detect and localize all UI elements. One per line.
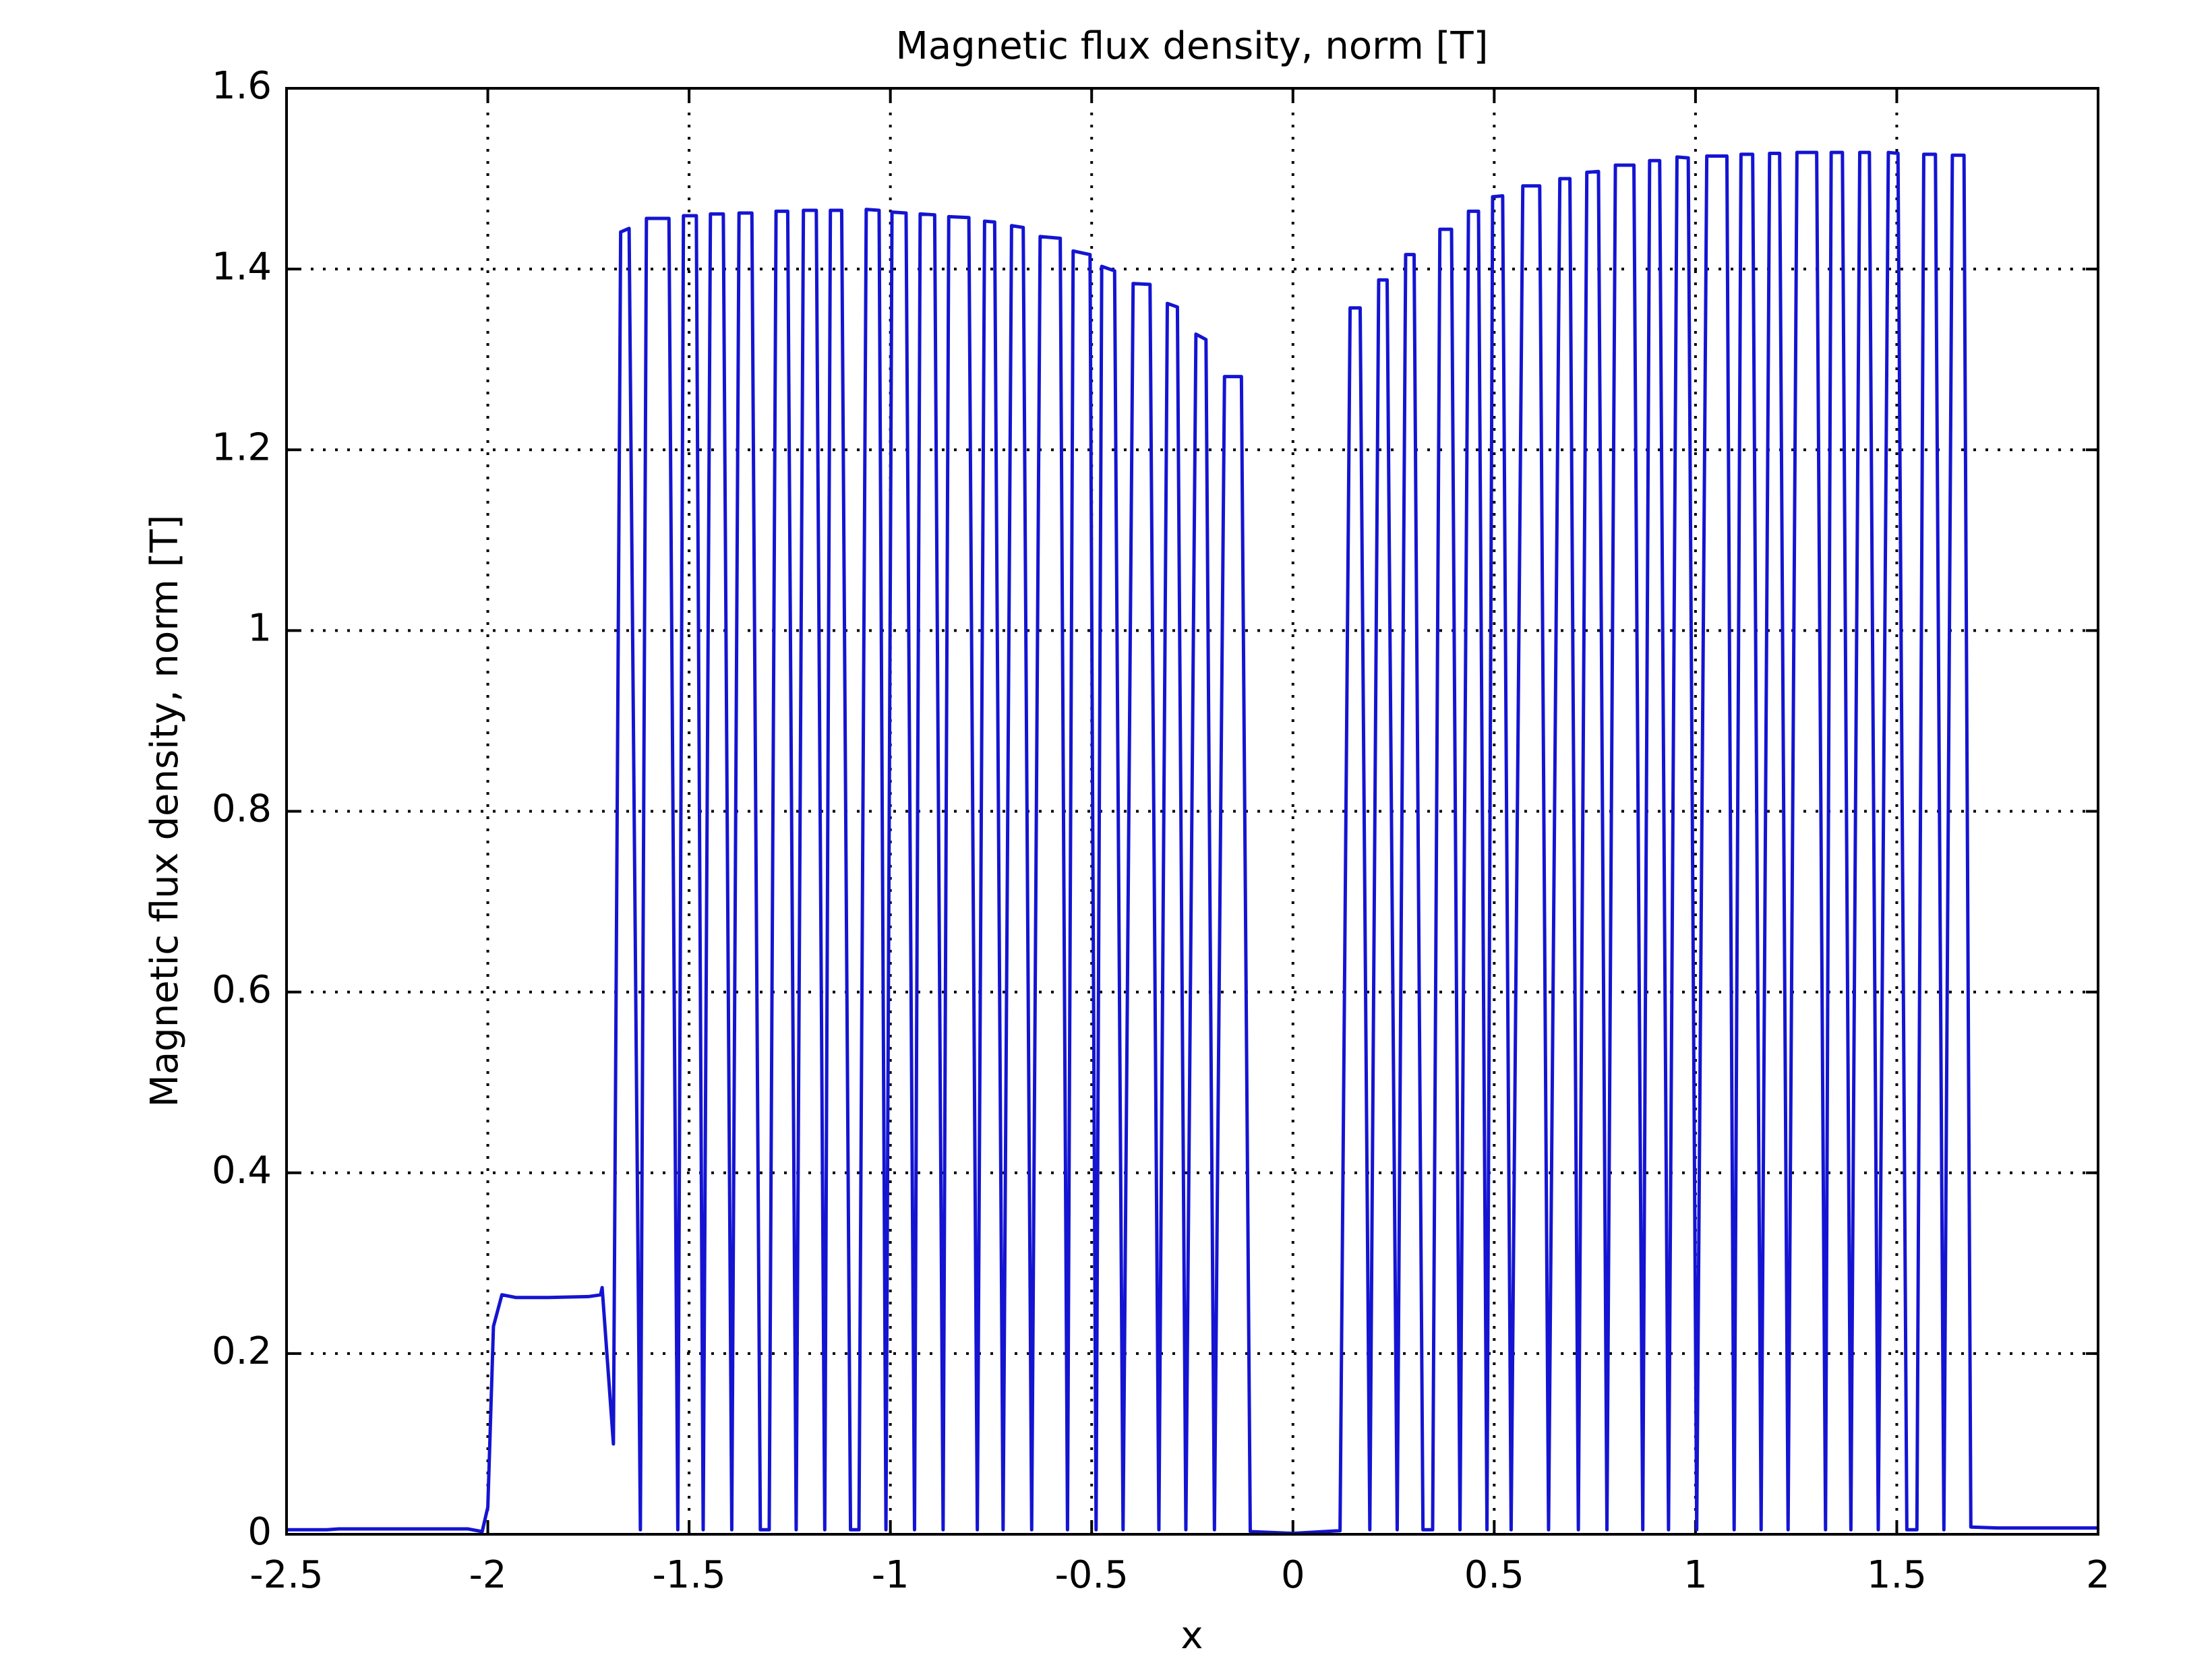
x-tick-label: -1.5: [652, 1553, 725, 1597]
y-tick-label: 1: [247, 607, 272, 651]
y-tick-label: 1.6: [212, 64, 272, 108]
x-tick-label: 0.5: [1464, 1553, 1524, 1597]
y-tick-label: 0.4: [212, 1149, 272, 1193]
y-tick-label: 1.4: [212, 245, 272, 289]
y-tick-label: 0.6: [212, 968, 272, 1012]
y-tick-label: 0.2: [212, 1329, 272, 1373]
x-axis-label: x: [1180, 1614, 1203, 1658]
plot-layer: [287, 150, 2098, 1536]
y-tick-label: 0: [247, 1510, 272, 1554]
y-tick-label: 1.2: [212, 425, 272, 469]
y-axis-label: Magnetic flux density, norm [T]: [143, 515, 187, 1108]
data-line: [287, 150, 2098, 1536]
x-tick-label: 1.5: [1867, 1553, 1927, 1597]
x-tick-label: -2.5: [249, 1553, 323, 1597]
chart-title: Magnetic flux density, norm [T]: [896, 24, 1489, 68]
x-tick-label: 0: [1281, 1553, 1305, 1597]
x-tick-label: 2: [2086, 1553, 2110, 1597]
x-tick-label: -0.5: [1055, 1553, 1129, 1597]
plot-frame: [285, 87, 2099, 1536]
x-tick-label: -1: [872, 1553, 909, 1597]
y-tick-label: 0.8: [212, 787, 272, 831]
x-tick-label: -2: [469, 1553, 507, 1597]
x-tick-label: 1: [1683, 1553, 1708, 1597]
